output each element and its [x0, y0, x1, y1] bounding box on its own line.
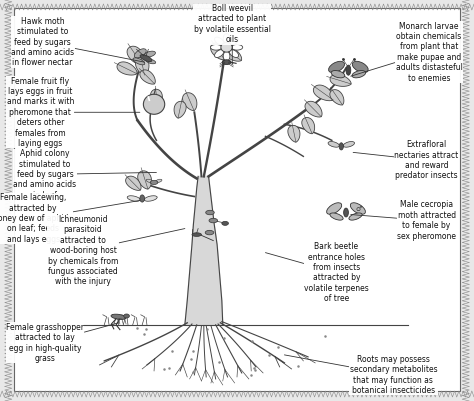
Ellipse shape	[339, 143, 343, 150]
Ellipse shape	[144, 51, 155, 57]
Ellipse shape	[222, 221, 228, 225]
Text: Female grasshopper
attracted to lay
egg in high-quality
grass: Female grasshopper attracted to lay egg …	[6, 323, 118, 363]
Ellipse shape	[352, 61, 368, 73]
Polygon shape	[182, 93, 197, 111]
Ellipse shape	[111, 314, 126, 320]
Ellipse shape	[192, 233, 201, 237]
Polygon shape	[174, 101, 186, 118]
Ellipse shape	[206, 210, 214, 215]
Ellipse shape	[344, 208, 348, 217]
Polygon shape	[127, 46, 144, 65]
Polygon shape	[305, 101, 322, 117]
Ellipse shape	[229, 50, 238, 57]
Ellipse shape	[223, 34, 230, 43]
Text: Female lacewing,
attracted by
honey dew of aphids
on leaf; feeds
and lays eggs: Female lacewing, attracted by honey dew …	[0, 193, 140, 244]
Text: Roots may possess
secondary metabolites
that may function as
botanical insectici: Roots may possess secondary metabolites …	[284, 355, 437, 395]
Polygon shape	[140, 70, 155, 84]
Ellipse shape	[146, 179, 153, 182]
Polygon shape	[136, 57, 149, 75]
Ellipse shape	[127, 196, 140, 201]
Polygon shape	[313, 85, 334, 101]
Polygon shape	[150, 89, 163, 106]
Ellipse shape	[231, 45, 243, 50]
Polygon shape	[330, 74, 351, 86]
Text: Boll weevil
attracted to plant
by volatile essential
oils: Boll weevil attracted to plant by volati…	[194, 4, 271, 64]
Text: Bark beetle
entrance holes
from insects
attracted by
volatile terpenes
of tree: Bark beetle entrance holes from insects …	[265, 242, 369, 303]
Polygon shape	[210, 43, 226, 60]
Ellipse shape	[150, 180, 158, 184]
Polygon shape	[288, 126, 300, 142]
Ellipse shape	[222, 60, 231, 65]
Ellipse shape	[215, 50, 224, 57]
Ellipse shape	[328, 61, 345, 73]
Text: Female fruit fly
lays eggs in fruit
and marks it with
pheromone that
deters othe: Female fruit fly lays eggs in fruit and …	[7, 77, 140, 148]
Ellipse shape	[346, 65, 351, 75]
Polygon shape	[137, 171, 152, 189]
Text: ♂: ♂	[356, 206, 362, 211]
Text: Male cecropia
moth attracted
to female by
sex pheromone: Male cecropia moth attracted to female b…	[351, 200, 456, 241]
Polygon shape	[117, 62, 137, 75]
Ellipse shape	[331, 71, 345, 78]
Ellipse shape	[140, 195, 145, 202]
Polygon shape	[330, 90, 344, 105]
Ellipse shape	[352, 71, 365, 78]
Ellipse shape	[144, 196, 157, 201]
Polygon shape	[185, 176, 223, 325]
Ellipse shape	[210, 45, 222, 50]
Polygon shape	[126, 176, 141, 190]
Ellipse shape	[143, 94, 165, 114]
Ellipse shape	[215, 37, 224, 45]
Ellipse shape	[229, 37, 238, 45]
Text: Aphid colony
stimulated to
feed by sugars
and amino acids
in leaf: Aphid colony stimulated to feed by sugar…	[13, 149, 156, 200]
Ellipse shape	[350, 203, 365, 214]
Ellipse shape	[209, 218, 218, 223]
Ellipse shape	[133, 58, 145, 65]
Ellipse shape	[223, 51, 230, 61]
Ellipse shape	[140, 55, 152, 62]
Ellipse shape	[327, 203, 342, 214]
Polygon shape	[302, 117, 315, 134]
Text: Ichneumonid
parasitoid
attracted to
wood-boring host
by chemicals from
fungus as: Ichneumonid parasitoid attracted to wood…	[48, 215, 185, 286]
Text: Extrafloral
nectaries attract
and reward
predator insects: Extrafloral nectaries attract and reward…	[353, 140, 459, 180]
FancyBboxPatch shape	[14, 8, 460, 391]
Ellipse shape	[124, 314, 129, 318]
Ellipse shape	[330, 213, 343, 220]
Ellipse shape	[146, 59, 155, 64]
Ellipse shape	[328, 142, 339, 147]
Polygon shape	[225, 48, 242, 61]
Ellipse shape	[134, 49, 146, 58]
Ellipse shape	[343, 142, 355, 147]
Text: Monarch larvae
obtain chemicals
from plant that
make pupae and
adults distastefu: Monarch larvae obtain chemicals from pla…	[351, 22, 463, 83]
Circle shape	[221, 43, 232, 52]
Text: Hawk moth
stimulated to
feed by sugars
and amino acids
in flower nectar: Hawk moth stimulated to feed by sugars a…	[11, 17, 145, 67]
Ellipse shape	[349, 213, 362, 220]
Ellipse shape	[155, 179, 162, 182]
Ellipse shape	[205, 230, 214, 235]
